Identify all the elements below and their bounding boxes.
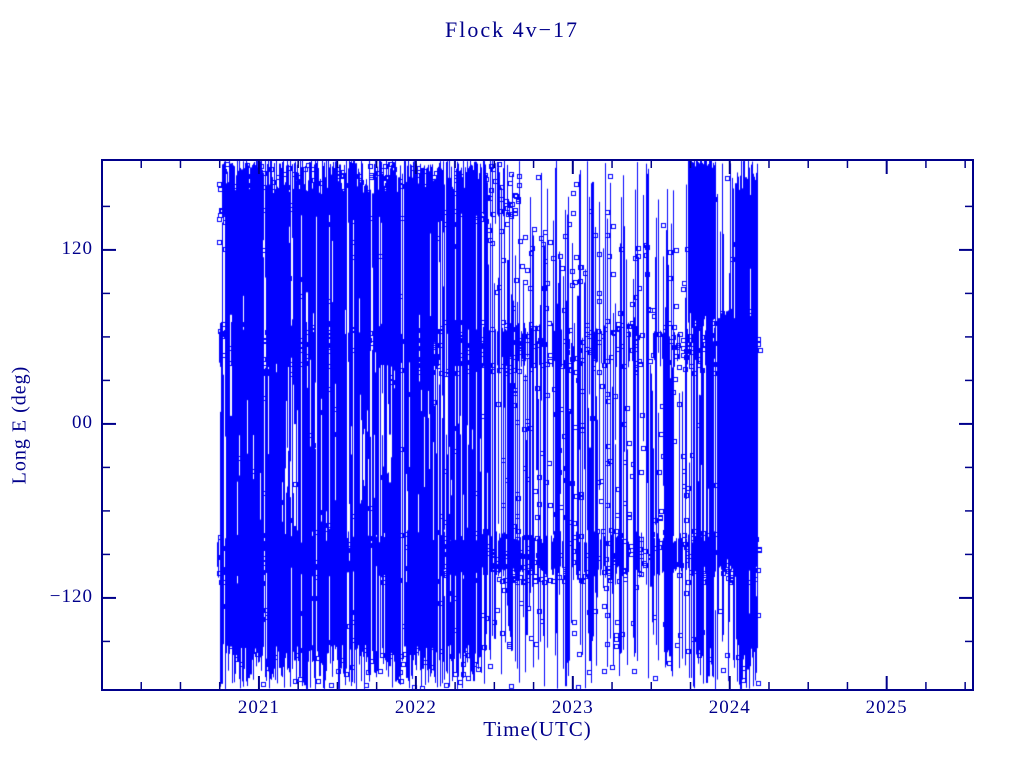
chart-title: Flock 4v−17 xyxy=(444,17,580,42)
y-tick-label: 120 xyxy=(61,237,93,259)
x-tick-label: 2022 xyxy=(394,697,437,718)
x-tick-label: 2021 xyxy=(237,697,280,718)
x-tick-label: 2024 xyxy=(708,697,751,718)
y-tick-label: −120 xyxy=(49,585,93,607)
x-tick-label: 2023 xyxy=(551,697,594,718)
plot-canvas xyxy=(102,160,973,690)
y-tick-label: 00 xyxy=(72,411,93,433)
x-tick-label: 2025 xyxy=(865,697,908,718)
x-axis-label: Time(UTC) xyxy=(483,717,592,741)
